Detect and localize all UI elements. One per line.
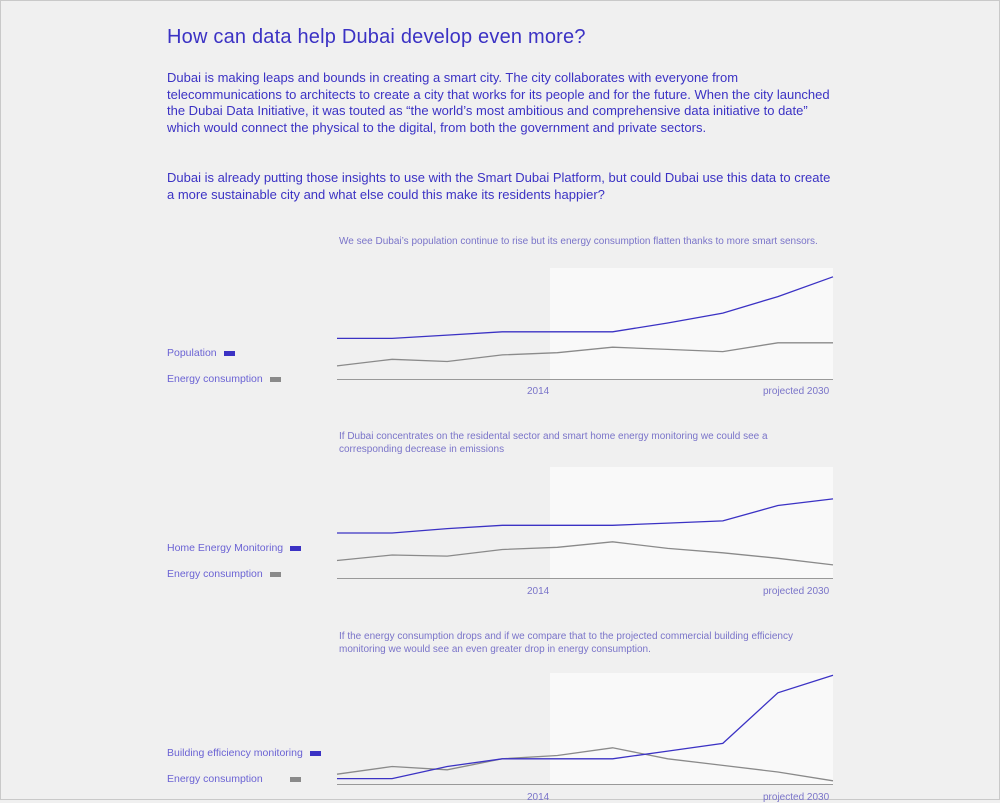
projected-region-band [550, 467, 833, 579]
legend-label: Home Energy Monitoring [167, 542, 284, 554]
legend-swatch-blue [290, 545, 302, 551]
legend-label: Energy consumption [167, 568, 263, 580]
x-tick-label: projected 2030 [763, 792, 830, 803]
legend-item: Energy consumption [167, 773, 301, 785]
legend-swatch-gray [269, 571, 281, 577]
page-title: How can data help Dubai develop even mor… [167, 26, 586, 48]
series-line-energy-consumption [336, 541, 834, 566]
projected-region-band [550, 673, 833, 785]
legend-swatch-gray [289, 776, 301, 782]
x-tick-label: 2014 [527, 792, 550, 803]
legend-label: Energy consumption [167, 773, 263, 785]
legend-item: Building efficiency monitoring [167, 747, 321, 759]
intro-paragraph-1: Dubai is making leaps and bounds in crea… [167, 70, 830, 136]
legend-label: Energy consumption [167, 373, 263, 385]
series-line-energy-consumption [336, 747, 834, 782]
series-line-population [337, 276, 834, 340]
x-tick-label: 2014 [527, 386, 550, 397]
legend-item: Energy consumption [167, 568, 281, 580]
projected-region-band [550, 268, 833, 380]
series-line-home-energy-monitoring [337, 498, 834, 534]
chart-caption: We see Dubai’s population continue to ri… [339, 236, 818, 247]
series-line-building-efficiency-monitoring [337, 674, 834, 780]
legend-swatch-blue [309, 750, 321, 756]
intro-section: How can data help Dubai develop even mor… [167, 26, 837, 202]
legend-item: Home Energy Monitoring [167, 542, 302, 554]
intro-paragraph-2: Dubai is already putting those insights … [167, 170, 831, 202]
legend-item: Population [167, 347, 235, 359]
legend-swatch-gray [269, 376, 281, 382]
line-chart-2 [336, 467, 834, 579]
x-tick-label: projected 2030 [763, 586, 830, 597]
legend-label: Population [167, 347, 217, 359]
line-chart-1 [336, 268, 834, 380]
series-line-energy-consumption [336, 342, 833, 367]
x-tick-label: projected 2030 [763, 386, 830, 397]
chart-caption: If Dubai concentrates on the residental … [339, 431, 768, 455]
chart-caption: If the energy consumption drops and if w… [339, 631, 793, 655]
legend-label: Building efficiency monitoring [167, 747, 303, 759]
legend-item: Energy consumption [167, 373, 281, 385]
legend-swatch-blue [223, 350, 235, 356]
x-tick-label: 2014 [527, 586, 550, 597]
line-chart-3 [336, 673, 834, 785]
